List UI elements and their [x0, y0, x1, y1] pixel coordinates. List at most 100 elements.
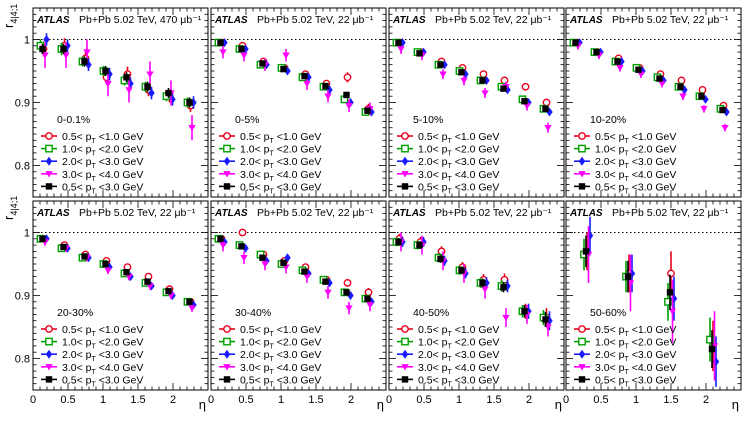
marker-circle-open	[45, 132, 53, 140]
legend-label-pre: 0.5< p	[240, 374, 270, 386]
marker-square	[259, 60, 266, 67]
legend-entry: 0.5< pT <1.0 GeV	[574, 131, 676, 145]
marker-triangle-down	[261, 261, 269, 268]
marker-circle-open	[343, 278, 352, 287]
marker-square	[624, 273, 632, 280]
legend-label-sub: T	[448, 138, 453, 145]
legend-label: 0.5< pT <3.0 GeV	[240, 374, 321, 388]
marker-triangle-down	[125, 273, 133, 281]
legend-entry: 3.0< pT <4.0 GeV	[219, 169, 321, 183]
marker-square	[217, 39, 224, 46]
legend-label-post: <3.0 GeV	[452, 374, 500, 386]
legend-label: 1.0< pT <2.0 GeV	[240, 144, 321, 158]
series-4	[39, 235, 193, 305]
legend-entry: 2.0< pT <3.0 GeV	[397, 349, 499, 363]
panel-5-10%: ATLAS Pb+Pb 5.02 TeV, 22 μb⁻¹5-10%0.5< pT…	[388, 7, 565, 198]
y-axis-label-sub: 4|4;1	[9, 196, 19, 216]
marker-diamond	[45, 349, 53, 359]
legend-label-post: <4.0 GeV	[96, 169, 144, 181]
legend-entry: 0.5< pT <3.0 GeV	[574, 181, 676, 195]
marker-square	[364, 107, 371, 114]
marker-square-open	[578, 337, 586, 346]
marker-triangle-down	[401, 171, 409, 178]
x-tick-label: 0.5	[60, 394, 75, 406]
marker-square	[635, 66, 642, 73]
marker-square	[719, 106, 726, 114]
marker-triangle-down	[45, 171, 53, 178]
legend-label-pre: 1.0< p	[418, 337, 448, 349]
marker-square-open	[45, 144, 53, 153]
marker-square	[666, 289, 674, 296]
marker-circle-open	[667, 269, 675, 278]
marker-triangle-down	[578, 364, 586, 371]
marker-square	[123, 74, 130, 81]
legend-label-post: <1.0 GeV	[96, 131, 144, 143]
marker-circle-open	[698, 86, 707, 94]
marker-triangle-down	[460, 77, 468, 85]
x-tick-label: 1	[278, 394, 284, 406]
legend-label-sub: T	[92, 344, 97, 351]
marker-triangle-down	[219, 242, 227, 249]
legend-label-post: <1.0 GeV	[274, 324, 322, 336]
marker-triangle-down	[345, 305, 353, 312]
legend-label: 0.5< pT <1.0 GeV	[595, 324, 676, 338]
centrality-label: 50-60%	[590, 307, 626, 319]
series-3	[219, 45, 374, 116]
legend-entry: 0.5< pT <1.0 GeV	[397, 324, 499, 338]
marker-triangle-down	[167, 292, 175, 300]
marker-square	[45, 183, 53, 190]
legend-label-post: <3.0 GeV	[96, 349, 144, 361]
marker-triangle-down	[544, 125, 552, 132]
legend-label-pre: 2.0< p	[62, 349, 92, 361]
legend-label-post: <2.0 GeV	[96, 144, 144, 156]
centrality-label: 0-5%	[235, 114, 260, 126]
marker-triangle-down	[104, 267, 112, 274]
legend-entry: 1.0< pT <2.0 GeV	[397, 144, 499, 158]
series-4	[217, 39, 371, 114]
legend-entry: 0.5< pT <1.0 GeV	[574, 324, 676, 338]
x-tick-label: 2	[526, 394, 532, 406]
legend-label-post: <1.0 GeV	[452, 131, 500, 143]
panel-header: Pb+Pb 5.02 TeV, 22 μb⁻¹	[612, 14, 729, 26]
series-2	[43, 33, 197, 109]
series-2	[399, 38, 553, 117]
legend-label-post: <2.0 GeV	[452, 337, 500, 349]
legend-label-sub: T	[270, 356, 275, 363]
legend-label-sub: T	[448, 344, 453, 351]
marker-diamond	[190, 98, 197, 107]
marker-square	[614, 58, 621, 65]
marker-triangle-down	[616, 65, 624, 72]
marker-diamond	[190, 300, 197, 310]
marker-triangle-down	[658, 80, 666, 88]
marker-square	[698, 93, 705, 100]
legend-label: 0.5< pT <3.0 GeV	[62, 374, 143, 388]
legend-entry: 1.0< pT <2.0 GeV	[41, 337, 143, 351]
marker-circle-open	[578, 132, 586, 140]
marker-square	[165, 89, 172, 97]
marker-triangle-down	[401, 364, 409, 371]
marker-square	[144, 278, 151, 285]
centrality-label: 5-10%	[413, 114, 443, 126]
marker-square	[280, 259, 287, 266]
marker-square	[572, 39, 579, 46]
legend-entry: 1.0< pT <2.0 GeV	[574, 144, 676, 158]
legend-entry: 2.0< pT <3.0 GeV	[574, 349, 676, 363]
marker-triangle-down	[45, 364, 53, 371]
legend-entry: 2.0< pT <3.0 GeV	[41, 156, 143, 170]
legend-label: 0.5< pT <1.0 GeV	[595, 131, 676, 145]
legend-label-post: <3.0 GeV	[274, 181, 322, 193]
marker-circle-open	[238, 228, 247, 237]
legend-label: 0.5< pT <1.0 GeV	[240, 131, 321, 145]
marker-square	[259, 254, 266, 261]
legend-label: 2.0< pT <3.0 GeV	[62, 156, 143, 170]
legend-label-sub: T	[270, 188, 275, 195]
legend-label: 0.5< pT <1.0 GeV	[62, 324, 143, 338]
panel-20-30%: 0.8 0.9 1 0 0.5 1 1.5 2 η ATLAS Pb+Pb 5.02 TeV, 22…	[15, 200, 209, 412]
series-4	[395, 238, 549, 327]
legend-label-post: <3.0 GeV	[629, 156, 677, 168]
marker-triangle-down	[324, 93, 332, 100]
marker-square	[593, 48, 600, 56]
marker-square	[479, 279, 486, 287]
legend-label-post: <4.0 GeV	[629, 362, 677, 374]
panel-header: Pb+Pb 5.02 TeV, 22 μb⁻¹	[435, 14, 552, 26]
